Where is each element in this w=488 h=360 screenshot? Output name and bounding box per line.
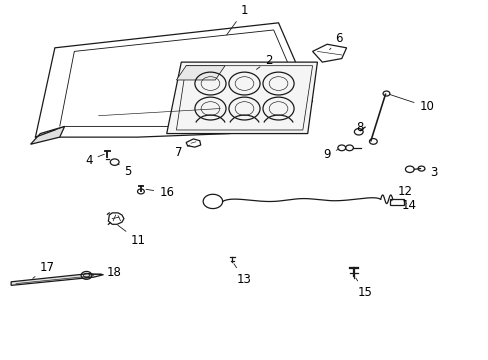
Text: 4: 4 <box>85 154 104 167</box>
Text: 17: 17 <box>33 261 55 278</box>
Text: 12: 12 <box>389 185 411 202</box>
Text: 6: 6 <box>329 32 343 50</box>
Text: 14: 14 <box>401 198 415 212</box>
Text: 16: 16 <box>146 186 174 199</box>
Polygon shape <box>166 62 317 134</box>
Text: 3: 3 <box>424 166 437 179</box>
Text: 1: 1 <box>226 4 248 35</box>
Polygon shape <box>176 66 224 80</box>
Text: 10: 10 <box>389 94 433 113</box>
Polygon shape <box>11 274 103 285</box>
Text: 9: 9 <box>323 148 339 161</box>
Text: 5: 5 <box>118 164 131 177</box>
Polygon shape <box>30 126 64 144</box>
Text: 18: 18 <box>89 266 122 279</box>
Text: 15: 15 <box>355 278 372 299</box>
Text: 2: 2 <box>256 54 272 69</box>
Text: 11: 11 <box>118 225 146 247</box>
Text: 8: 8 <box>356 121 363 134</box>
Text: 7: 7 <box>175 145 189 159</box>
Bar <box>389 199 403 205</box>
Text: 13: 13 <box>233 264 251 286</box>
